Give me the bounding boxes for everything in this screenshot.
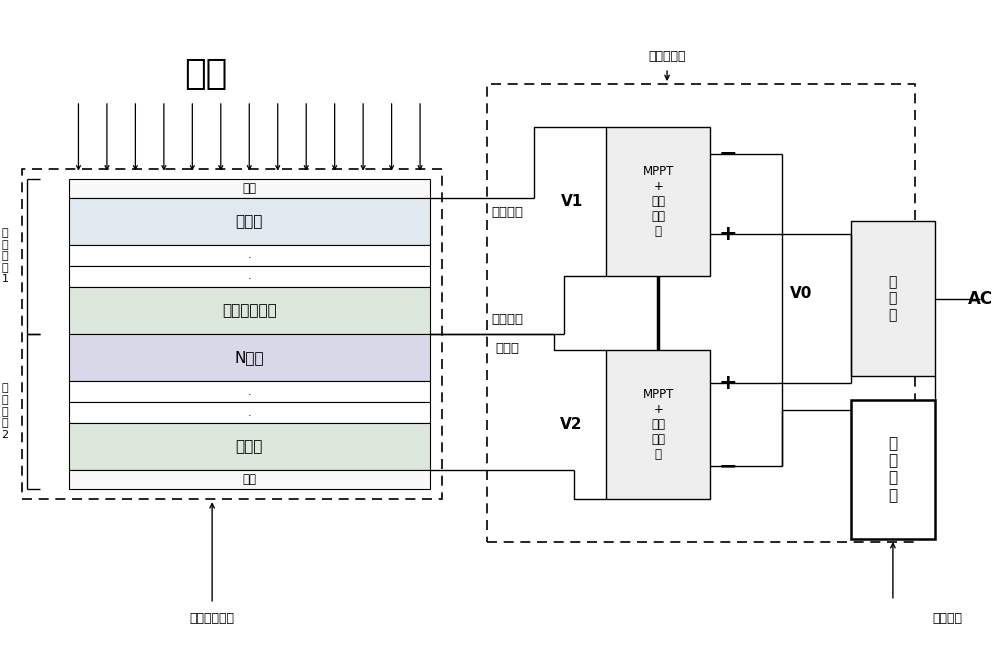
Bar: [69, 381, 430, 402]
Text: 阳光: 阳光: [184, 57, 228, 91]
Text: MPPT
+
电能
变换
器: MPPT + 电能 变换 器: [643, 165, 674, 238]
Text: 叠层电池单元: 叠层电池单元: [190, 612, 235, 625]
Text: 窗口层: 窗口层: [236, 214, 263, 229]
Text: 背电极: 背电极: [236, 439, 263, 454]
Text: .: .: [247, 250, 251, 260]
Text: .: .: [247, 408, 251, 417]
Bar: [69, 179, 430, 198]
Text: 銀栏线: 銀栏线: [495, 342, 519, 355]
Text: 阳极栏线: 阳极栏线: [491, 312, 523, 325]
Text: MPPT
+
电能
变换
器: MPPT + 电能 变换 器: [643, 388, 674, 461]
Bar: [606, 350, 710, 499]
Text: −: −: [719, 456, 737, 476]
Text: .: .: [247, 387, 251, 397]
Bar: [69, 245, 430, 266]
Text: 控制单元: 控制单元: [932, 612, 962, 625]
Bar: [69, 266, 430, 286]
Text: 透明背电极层: 透明背电极层: [222, 303, 277, 318]
Text: 逆
变
器: 逆 变 器: [889, 275, 897, 322]
Bar: [851, 222, 935, 376]
Bar: [606, 127, 710, 276]
Text: N型层: N型层: [234, 350, 264, 365]
Text: 玻璃: 玻璃: [242, 473, 256, 486]
Text: 控
制
单
元: 控 制 单 元: [888, 435, 897, 503]
Text: V2: V2: [560, 417, 583, 432]
Text: 阴极栏线: 阴极栏线: [491, 206, 523, 219]
Text: .: .: [247, 271, 251, 281]
Bar: [69, 423, 430, 470]
Text: −: −: [719, 144, 737, 164]
Bar: [69, 334, 430, 381]
Text: +: +: [719, 224, 737, 244]
Text: V0: V0: [790, 286, 813, 301]
Text: 智能管理器: 智能管理器: [648, 50, 686, 63]
Text: 玻璃: 玻璃: [242, 181, 256, 194]
Bar: [851, 400, 935, 539]
Bar: [22, 168, 442, 499]
Text: 太
阳
电
池
2: 太 阳 电 池 2: [2, 384, 9, 440]
Bar: [69, 198, 430, 245]
Bar: [487, 84, 915, 542]
Text: V1: V1: [560, 194, 583, 209]
Text: 太
阳
电
池
1: 太 阳 电 池 1: [2, 228, 9, 284]
Text: +: +: [719, 373, 737, 393]
Text: AC: AC: [968, 290, 993, 308]
Bar: [69, 402, 430, 423]
Bar: [69, 286, 430, 334]
Bar: [69, 470, 430, 489]
